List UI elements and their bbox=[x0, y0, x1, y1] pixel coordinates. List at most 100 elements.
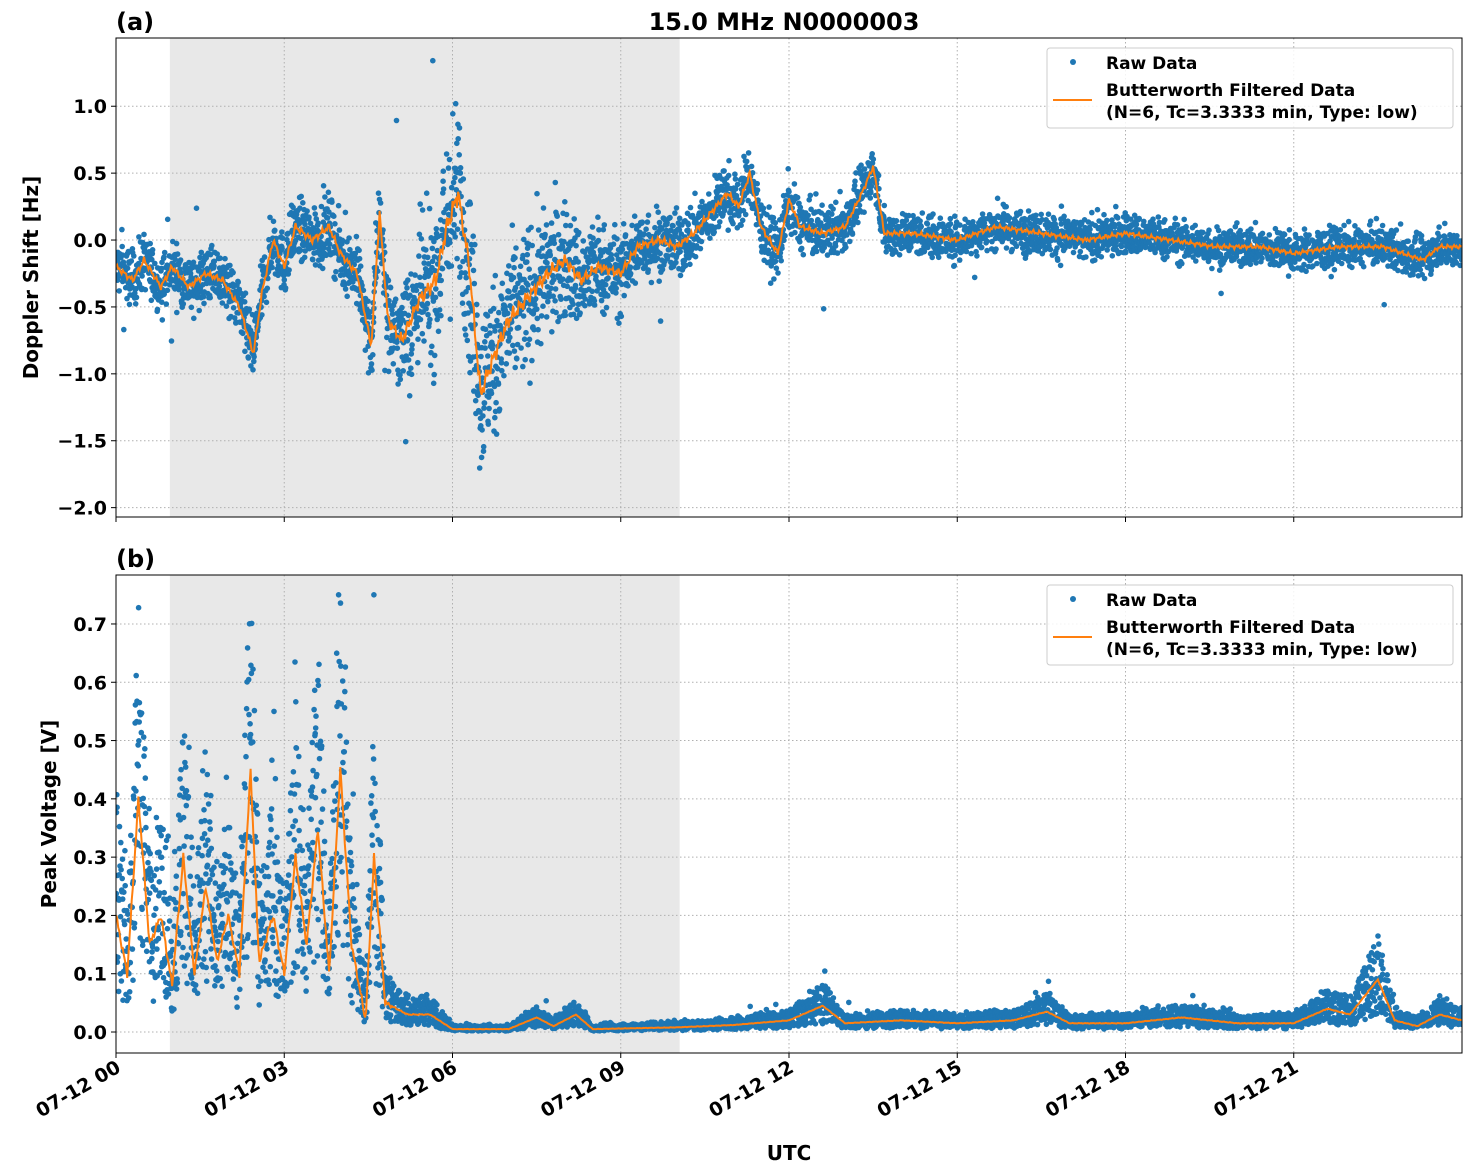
raw-data-point bbox=[555, 231, 562, 238]
raw-data-point bbox=[443, 151, 450, 157]
raw-data-point bbox=[498, 360, 505, 366]
raw-data-point bbox=[1033, 212, 1039, 219]
raw-data-point bbox=[463, 289, 469, 295]
raw-data-point bbox=[621, 292, 627, 299]
raw-data-point bbox=[591, 302, 598, 308]
raw-data-point bbox=[589, 288, 595, 295]
raw-data-point bbox=[657, 250, 663, 257]
raw-data-point bbox=[559, 244, 566, 250]
raw-data-point bbox=[190, 259, 197, 266]
raw-data-point bbox=[524, 259, 530, 265]
raw-data-point bbox=[1266, 232, 1273, 238]
raw-data-point bbox=[152, 260, 158, 267]
raw-data-point bbox=[473, 301, 480, 308]
raw-data-point bbox=[311, 205, 318, 211]
raw-data-point bbox=[450, 179, 457, 186]
raw-data-point bbox=[518, 345, 524, 351]
raw-data-point bbox=[543, 222, 550, 228]
raw-data-point bbox=[587, 301, 593, 307]
raw-data-point bbox=[180, 301, 187, 307]
raw-data-point bbox=[116, 288, 122, 294]
raw-data-point bbox=[1379, 222, 1386, 229]
raw-data-point bbox=[304, 208, 310, 214]
raw-data-point bbox=[620, 221, 627, 227]
raw-data-point bbox=[1087, 226, 1093, 233]
raw-data-point bbox=[536, 248, 542, 255]
raw-data-point bbox=[430, 380, 437, 387]
raw-data-point bbox=[415, 336, 421, 343]
raw-data-point bbox=[743, 158, 750, 165]
raw-data-point bbox=[416, 253, 422, 259]
raw-data-point bbox=[721, 168, 727, 174]
raw-data-point bbox=[456, 152, 463, 158]
raw-data-point bbox=[455, 136, 462, 142]
raw-data-point bbox=[506, 350, 513, 356]
raw-data-point bbox=[490, 305, 497, 312]
raw-data-point bbox=[450, 111, 456, 117]
raw-data-point bbox=[1253, 260, 1259, 266]
raw-data-point bbox=[1054, 257, 1061, 264]
raw-data-point bbox=[553, 309, 559, 316]
raw-data-point bbox=[384, 334, 390, 341]
raw-data-point bbox=[514, 341, 521, 348]
raw-data-point bbox=[421, 260, 428, 266]
raw-data-point bbox=[550, 293, 556, 300]
raw-data-point bbox=[1338, 260, 1345, 267]
raw-data-point bbox=[725, 172, 732, 179]
raw-data-point bbox=[847, 238, 853, 245]
raw-data-point bbox=[800, 251, 807, 258]
raw-data-point bbox=[141, 231, 147, 238]
raw-data-point bbox=[1047, 246, 1054, 253]
raw-data-point bbox=[524, 251, 531, 258]
raw-data-point bbox=[495, 381, 502, 387]
raw-data-point bbox=[214, 251, 220, 257]
raw-data-point bbox=[791, 181, 798, 187]
raw-data-point bbox=[1070, 249, 1077, 256]
raw-data-point bbox=[324, 215, 331, 221]
raw-data-point bbox=[575, 259, 581, 265]
raw-data-point bbox=[297, 205, 303, 211]
raw-data-point bbox=[563, 222, 569, 229]
raw-data-point bbox=[163, 301, 170, 307]
raw-data-point bbox=[861, 166, 868, 172]
raw-data-point bbox=[1150, 216, 1156, 222]
raw-data-point bbox=[408, 351, 415, 357]
raw-data-point bbox=[356, 247, 362, 254]
raw-data-point bbox=[538, 313, 545, 319]
raw-data-point bbox=[451, 211, 458, 218]
raw-data-point bbox=[820, 306, 827, 312]
raw-data-point bbox=[567, 222, 574, 229]
raw-data-point bbox=[601, 222, 608, 228]
raw-data-point bbox=[510, 274, 517, 281]
raw-data-point bbox=[619, 281, 625, 288]
raw-data-point bbox=[389, 307, 395, 313]
raw-data-point bbox=[595, 214, 601, 220]
raw-data-point bbox=[665, 253, 671, 259]
raw-data-point bbox=[413, 287, 420, 294]
raw-data-point bbox=[670, 223, 676, 229]
raw-data-point bbox=[919, 210, 926, 216]
raw-data-point bbox=[1179, 260, 1185, 267]
raw-data-point bbox=[1109, 253, 1116, 259]
raw-data-point bbox=[222, 255, 228, 262]
raw-data-point bbox=[745, 150, 752, 156]
raw-data-point bbox=[656, 219, 663, 226]
raw-data-point bbox=[613, 290, 619, 296]
raw-data-point bbox=[251, 358, 257, 365]
raw-data-point bbox=[1410, 271, 1416, 278]
raw-data-point bbox=[186, 259, 192, 266]
raw-data-point bbox=[908, 244, 914, 250]
raw-data-point bbox=[457, 170, 464, 176]
raw-data-point bbox=[558, 296, 564, 303]
raw-data-point bbox=[548, 220, 555, 226]
raw-data-point bbox=[584, 264, 591, 271]
raw-data-point bbox=[1209, 265, 1215, 272]
raw-data-point bbox=[312, 211, 319, 217]
raw-data-point bbox=[834, 250, 841, 256]
raw-data-point bbox=[855, 219, 861, 226]
raw-data-point bbox=[797, 239, 803, 245]
raw-data-point bbox=[440, 168, 447, 174]
raw-data-point bbox=[734, 181, 741, 188]
raw-data-point bbox=[545, 298, 551, 305]
raw-data-point bbox=[658, 226, 665, 232]
